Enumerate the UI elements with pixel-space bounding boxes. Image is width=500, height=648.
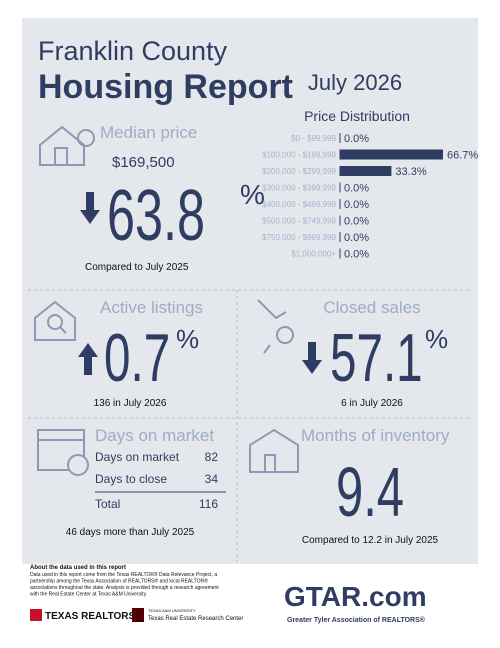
about-line: with the Real Estate Center at Texas A&M… [30,592,147,598]
dom-total-value: 116 [199,497,218,511]
arrow-down [302,342,322,374]
arrow-down [80,192,100,224]
median-unit: % [240,179,265,210]
house-icon [39,125,95,166]
dom-row-label: Days on market [95,450,180,464]
calendar-icon [37,429,89,476]
value-label: 0.0% [344,216,369,228]
active-unit: % [176,324,199,354]
active-note: 136 in July 2026 [94,398,167,409]
price-bars: $0 - $99,999 0.0% $100,000 - $199,999 66.7%… [262,133,478,261]
dom-row-label: Days to close [95,472,167,486]
search-house-icon [34,300,76,341]
key-icon [257,299,294,354]
price-range-label: $1,000,000+ [291,250,336,259]
bar [340,166,392,176]
price-range-label: $200,000 - $299,999 [262,167,336,176]
dom-note: 46 days more than July 2025 [66,527,195,538]
value-label: 0.0% [344,199,369,211]
logo-tamu: TEXAS A&M UNIVERSITY [148,608,196,613]
logo-trerc: Texas Real Estate Research Center [148,616,243,622]
active-change: 0.7 [104,321,170,396]
logo-gtar-sub: Greater Tyler Association of REALTORS® [287,616,426,624]
price-range-label: $500,000 - $749,999 [262,217,336,226]
price-dist-title: Price Distribution [304,108,410,124]
tr-mark [30,609,42,621]
median-price: $169,500 [112,154,175,171]
median-title: Median price [100,123,197,142]
price-range-label: $0 - $99,999 [291,134,336,143]
value-label: 0.0% [344,232,369,244]
period: July 2026 [308,70,402,95]
logo-texas-realtors: TEXAS REALTORS [45,611,136,622]
title-line2: Housing Report [38,68,293,106]
building-icon [249,428,299,473]
closed-title: Closed sales [323,298,420,317]
about-line: Data used in this report come from the T… [30,571,217,578]
price-range-label: $300,000 - $399,999 [262,184,336,193]
title-line1: Franklin County [38,36,228,66]
value-label: 0.0% [344,249,369,261]
price-range-label: $750,000 - $999,999 [262,233,336,242]
median-change: 63.8 [107,176,205,256]
bar [340,149,443,160]
arrow-up [78,343,98,375]
closed-unit: % [425,324,448,354]
dom-row-value: 82 [205,450,219,464]
value-label: 0.0% [344,133,369,145]
logo-gtar: GTAR.com [284,581,427,612]
about-text: Data used in this report come from the T… [30,571,219,598]
about-title: About the data used in this report [30,565,126,571]
moi-title: Months of inventory [301,426,450,445]
value-label: 66.7% [447,150,478,162]
tamu-mark [132,608,144,622]
moi-note: Compared to 12.2 in July 2025 [302,535,439,546]
active-title: Active listings [100,298,203,317]
dom-title: Days on market [95,426,214,445]
about-line: partnership among the Texas Association … [30,578,208,585]
about-line: associations throughout the state. Analy… [30,585,219,591]
median-note: Compared to July 2025 [85,262,189,273]
moi-value: 9.4 [336,452,404,531]
price-range-label: $400,000 - $499,999 [262,200,336,209]
closed-change: 57.1 [330,321,423,396]
value-label: 0.0% [344,183,369,195]
value-label: 33.3% [395,166,426,178]
dom-total-label: Total [95,497,120,511]
dom-row-value: 34 [205,472,219,486]
closed-note: 6 in July 2026 [341,398,403,409]
price-range-label: $100,000 - $199,999 [262,151,336,160]
